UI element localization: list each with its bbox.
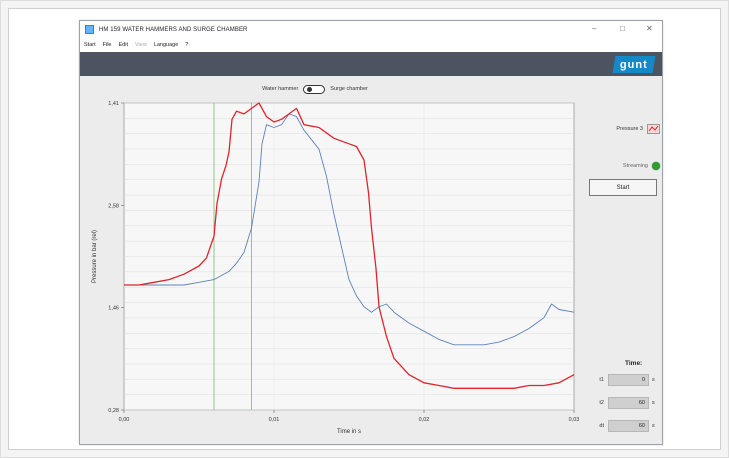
menu-view[interactable]: View [134,42,147,48]
menu-help[interactable]: ? [185,42,189,48]
pressure-swatch-icon[interactable] [647,124,660,134]
time-row-t2: t2 60 s [585,396,660,409]
time-name: dt [599,422,604,429]
series-line [124,113,575,346]
title-bar[interactable]: HM 159 WATER HAMMERS AND SURGE CHAMBER –… [80,21,662,38]
time-value-field[interactable]: 60 [608,419,649,432]
legend-pressure: Pressure 3 [585,122,660,136]
y-tick-label: 1,41 [108,101,119,107]
pressure-chart: 0,00 0,01 0,02 0,03 0,28 1,46 2,58 1,41 Time in … [92,101,580,435]
x-axis-label: Time in s [337,429,361,435]
time-title: Time: [625,360,643,367]
close-icon[interactable]: ✕ [646,24,653,33]
window-title: HM 159 WATER HAMMERS AND SURGE CHAMBER [99,26,248,33]
time-unit: s [652,376,655,383]
pressure-label: Pressure 3 [616,126,643,132]
mode-toggle-switch[interactable] [303,84,326,94]
time-unit: s [652,422,655,429]
time-row-t1: t1 0 s [585,373,660,386]
streaming-status: Streaming [585,160,660,172]
minimize-icon[interactable]: – [592,24,597,33]
time-unit: s [652,399,655,406]
time-value-field[interactable]: 60 [608,396,649,409]
water-hammer-label: Water hammer [262,86,299,92]
y-tick-label: 1,46 [108,306,119,312]
toggle-knob [307,87,313,92]
mode-toggle-row: Water hammer Surge chamber [80,82,550,96]
menu-edit[interactable]: Edit [118,42,128,48]
header-banner: gunt [80,52,662,76]
app-window: HM 159 WATER HAMMERS AND SURGE CHAMBER –… [79,20,663,445]
maximize-icon[interactable]: □ [620,24,625,33]
y-tick-label: 2,58 [108,203,119,209]
gunt-logo: gunt [612,56,656,73]
time-name: t2 [599,399,604,406]
series-line [124,102,575,389]
plot-area: 0,00 0,01 0,02 0,03 0,28 1,46 2,58 1,41 Time in … [80,97,585,446]
streaming-led-icon [652,162,660,170]
streaming-label: Streaming [622,163,648,169]
x-tick-label: 0,03 [569,417,580,423]
menu-language[interactable]: Language [153,42,179,48]
time-value-field[interactable]: 0 [608,373,649,386]
surge-chamber-label: Surge chamber [330,86,368,92]
y-tick-label: 0,28 [108,408,119,414]
y-axis-label: Pressure in bar (rel) [92,230,98,283]
time-row-dt: dt 60 s [585,419,660,432]
app-icon [85,25,94,34]
start-button[interactable]: Start [589,179,657,196]
side-panel: Pressure 3 Streaming Start Time: t1 0 s … [585,97,664,446]
menu-start[interactable]: Start [84,42,96,48]
x-tick-label: 0,01 [269,417,280,423]
x-tick-label: 0,00 [119,417,130,423]
menu-file[interactable]: File [102,42,112,48]
time-name: t1 [599,376,604,383]
menu-bar: Start File Edit View Language ? [80,38,662,52]
x-tick-label: 0,02 [419,417,430,423]
